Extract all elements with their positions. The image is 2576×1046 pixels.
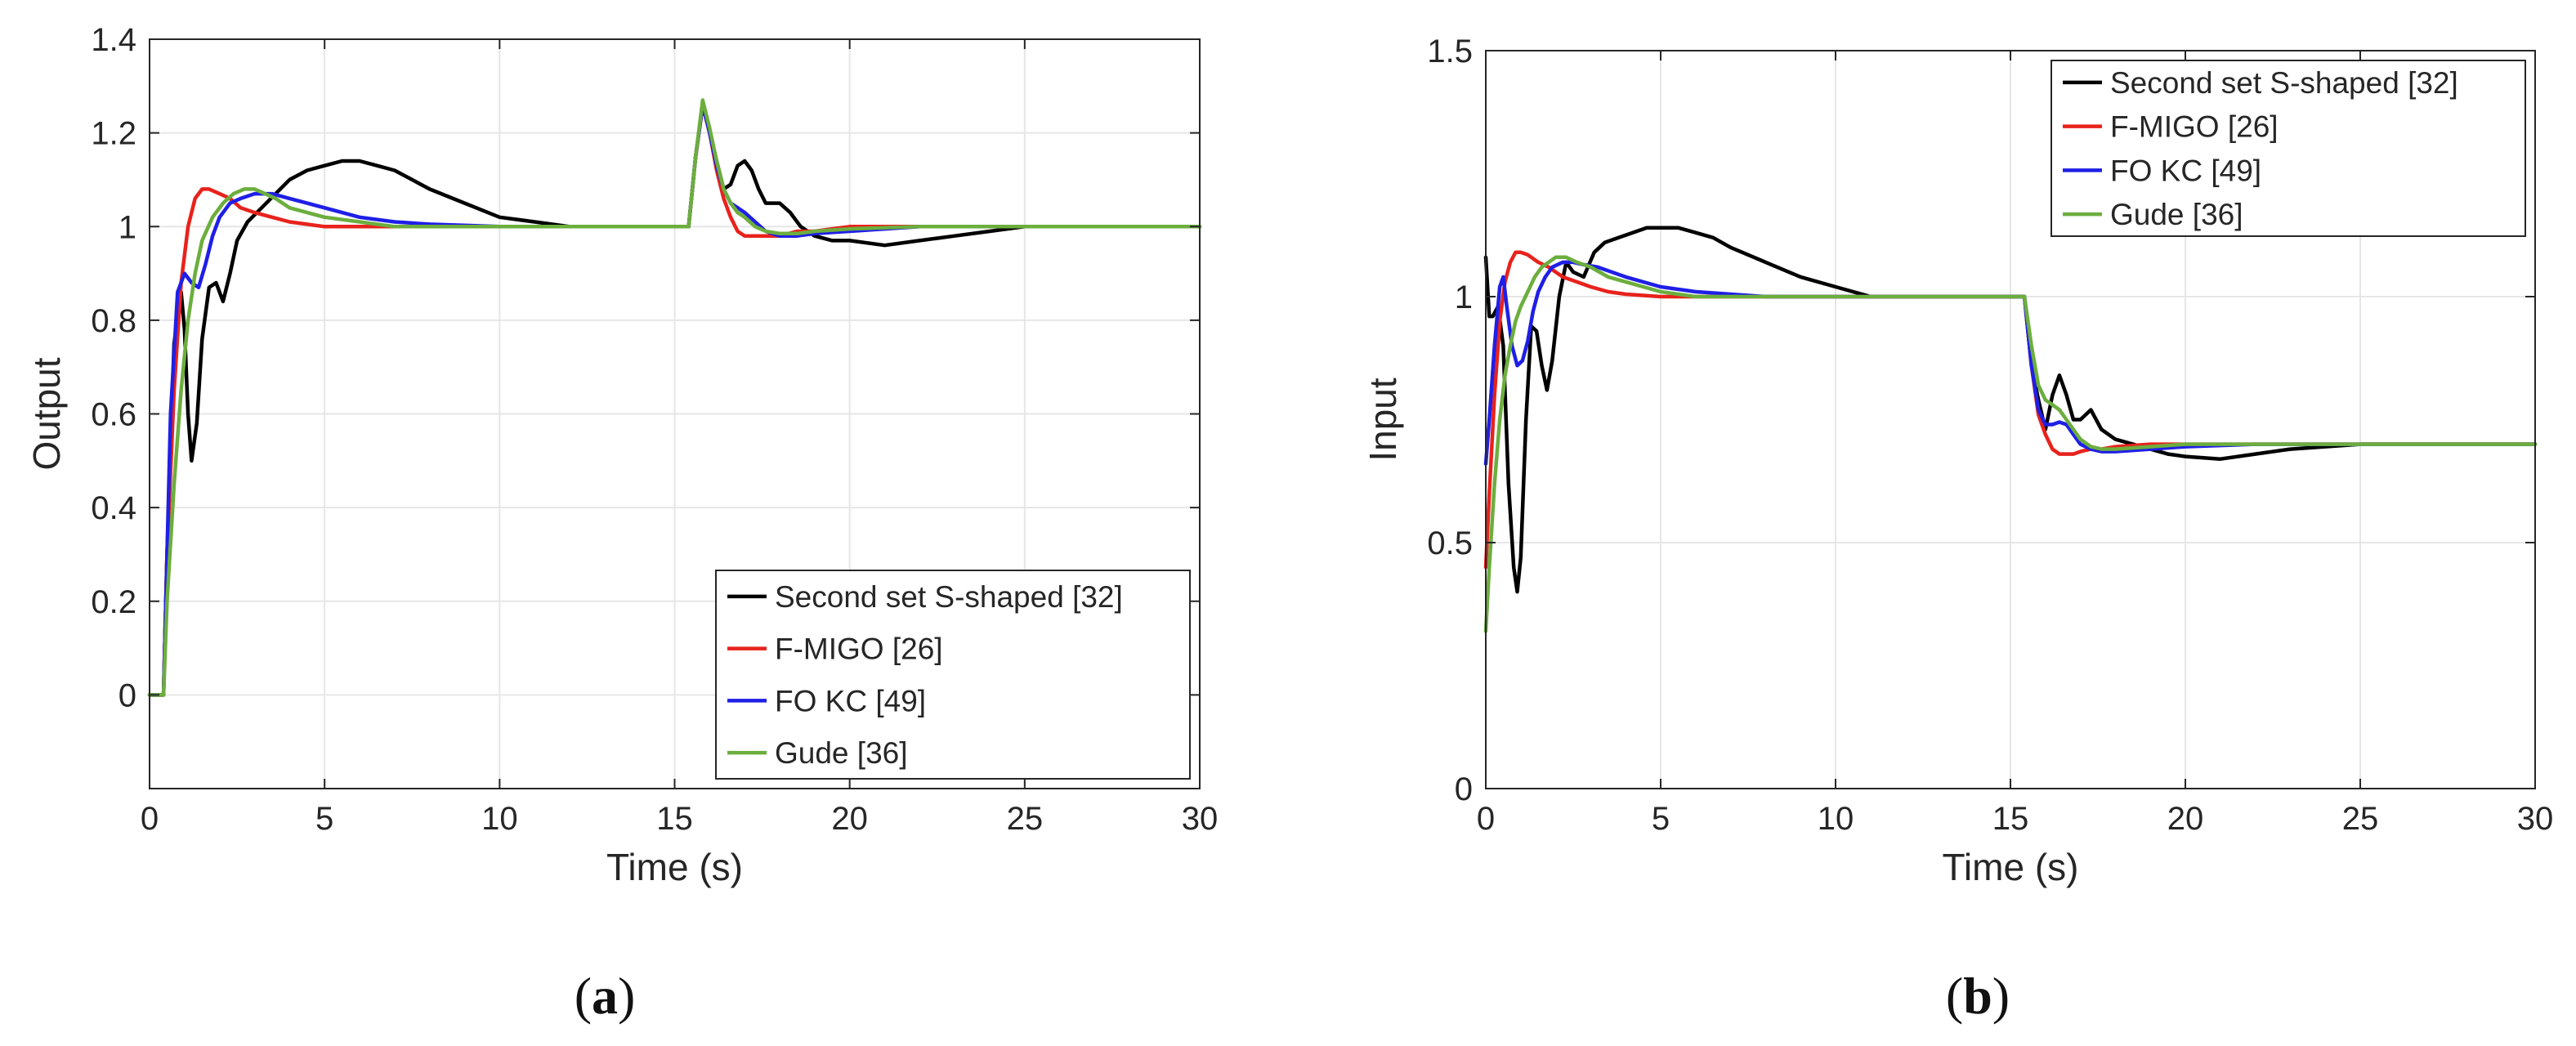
legend-label-4: Gude [36] <box>775 736 908 770</box>
y-tick-label: 1 <box>1455 279 1473 315</box>
legend: Second set S-shaped [32] F-MIGO [26] FO KC… <box>715 570 1191 780</box>
x-tick-label: 10 <box>1818 801 1854 837</box>
legend-box <box>715 570 1191 780</box>
y-tick-label: 0 <box>1455 771 1473 807</box>
x-tick-label: 30 <box>1182 801 1219 837</box>
y-axis-label: Input <box>1362 378 1404 462</box>
x-tick-label: 0 <box>1477 801 1495 837</box>
y-tick-label: 1.2 <box>91 116 136 152</box>
y-tick-label: 0.8 <box>91 303 136 339</box>
x-tick-label: 15 <box>1992 801 2029 837</box>
legend-label-2: F-MIGO [26] <box>775 633 943 666</box>
chart-panel-a: 0 5 10 15 20 25 30 0 0.2 0.4 0.6 0.8 1 1.2 1.4 Time (s)… <box>25 22 1218 1025</box>
y-axis-label: Output <box>25 357 68 470</box>
legend-label-1: Second set S-shaped [32] <box>775 580 1123 614</box>
chart-panel-b: 0 5 10 15 20 25 30 0 0.5 1 1.5 Time (s) Input Second … <box>1362 34 2553 1025</box>
x-axis-label: Time (s) <box>606 846 743 888</box>
legend-label-1: Second set S-shaped [32] <box>2110 66 2458 100</box>
x-tick-label: 30 <box>2517 801 2554 837</box>
legend-label-2: F-MIGO [26] <box>2110 110 2279 144</box>
x-tick-label: 20 <box>831 801 868 837</box>
y-tick-label: 0.4 <box>91 490 136 526</box>
y-tick-label: 0.2 <box>91 584 136 620</box>
x-tick-label: 5 <box>1652 801 1670 837</box>
legend-label-4: Gude [36] <box>2110 198 2243 231</box>
legend-label-3: FO KC [49] <box>2110 154 2261 187</box>
y-tick-label: 0 <box>119 677 136 713</box>
y-tick-label: 0.5 <box>1427 525 1473 561</box>
y-tick-label: 1 <box>119 209 136 245</box>
series-line-4 <box>1483 255 2538 633</box>
x-tick-label: 0 <box>141 801 159 837</box>
series-line-4 <box>147 98 1202 697</box>
x-axis-label: Time (s) <box>1943 846 2079 888</box>
series-line-3 <box>1483 260 2538 466</box>
x-tick-label: 10 <box>481 801 518 837</box>
x-tick-label: 15 <box>656 801 693 837</box>
subfigure-label: (b) <box>1946 967 2010 1025</box>
x-tick-label: 25 <box>2342 801 2379 837</box>
x-tick-label: 25 <box>1007 801 1044 837</box>
y-tick-label: 1.5 <box>1427 34 1473 69</box>
legend-label-3: FO KC [49] <box>775 684 926 717</box>
subfigure-label: (a) <box>575 967 636 1025</box>
y-tick-label: 0.6 <box>91 397 136 433</box>
legend: Second set S-shaped [32] F-MIGO [26] FO KC… <box>2051 60 2526 237</box>
x-tick-label: 20 <box>2167 801 2204 837</box>
y-tick-label: 1.4 <box>91 22 136 58</box>
legend-box <box>2051 60 2526 237</box>
x-tick-label: 5 <box>315 801 333 837</box>
